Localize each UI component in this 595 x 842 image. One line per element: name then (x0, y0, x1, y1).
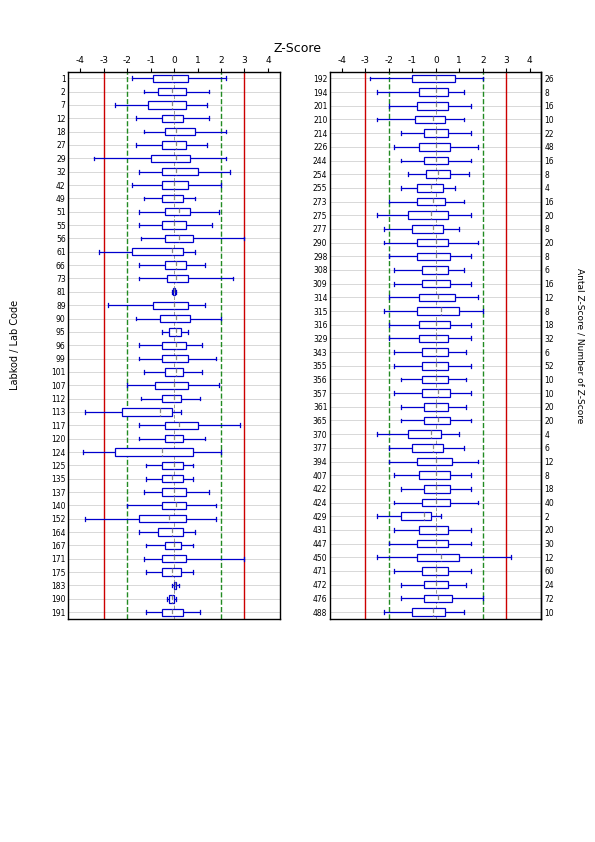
Bar (165, 435, 183, 442)
Bar (123, 408, 172, 416)
Bar (162, 221, 186, 229)
Bar (153, 75, 188, 82)
Bar (419, 472, 450, 479)
Bar (162, 141, 186, 149)
Bar (415, 115, 445, 123)
Bar (162, 395, 181, 402)
Bar (153, 301, 188, 309)
Bar (422, 349, 447, 356)
Bar (412, 608, 445, 616)
Bar (419, 321, 450, 328)
Bar (162, 502, 186, 509)
Bar (422, 498, 450, 506)
Bar (162, 115, 183, 122)
Bar (417, 239, 447, 247)
Bar (424, 485, 450, 493)
Bar (131, 248, 183, 255)
Bar (158, 529, 183, 536)
Bar (115, 448, 193, 456)
Bar (165, 368, 183, 376)
Bar (419, 88, 447, 96)
Bar (162, 354, 188, 362)
Bar (162, 195, 183, 202)
Text: Antal Z-Score / Number of Z-Score: Antal Z-Score / Number of Z-Score (575, 268, 585, 423)
Bar (422, 568, 447, 575)
Text: Z-Score: Z-Score (274, 42, 321, 55)
Bar (412, 75, 455, 83)
Bar (400, 513, 431, 520)
Bar (417, 198, 445, 205)
Bar (417, 253, 450, 260)
Bar (424, 594, 452, 602)
Bar (170, 595, 174, 603)
Bar (417, 184, 443, 192)
Bar (419, 334, 447, 342)
Bar (422, 389, 450, 397)
Bar (162, 488, 186, 496)
Bar (422, 362, 447, 370)
Bar (165, 262, 186, 269)
Bar (424, 130, 447, 137)
Bar (424, 157, 447, 164)
Bar (412, 444, 443, 451)
Bar (422, 376, 447, 383)
Bar (162, 475, 183, 482)
Bar (424, 403, 447, 411)
Bar (162, 568, 181, 576)
Bar (165, 422, 198, 429)
Text: Labkod / Lab Code: Labkod / Lab Code (10, 300, 20, 391)
Bar (162, 181, 188, 189)
Bar (158, 88, 186, 95)
Bar (422, 280, 450, 287)
Bar (419, 294, 455, 301)
Bar (170, 328, 181, 336)
Bar (162, 609, 183, 616)
Bar (412, 225, 443, 232)
Bar (424, 581, 447, 589)
Bar (173, 288, 175, 296)
Bar (148, 101, 186, 109)
Bar (165, 235, 193, 242)
Bar (417, 540, 447, 547)
Bar (151, 155, 190, 162)
Bar (162, 168, 198, 175)
Bar (417, 102, 447, 109)
Bar (165, 128, 195, 136)
Bar (424, 417, 450, 424)
Bar (174, 582, 176, 589)
Bar (417, 553, 459, 561)
Bar (162, 461, 183, 469)
Bar (155, 381, 188, 389)
Bar (417, 307, 459, 315)
Bar (160, 315, 190, 322)
Bar (408, 211, 447, 219)
Bar (165, 208, 190, 216)
Bar (162, 342, 186, 349)
Bar (422, 266, 447, 274)
Bar (419, 526, 447, 534)
Bar (167, 274, 188, 282)
Bar (162, 555, 186, 562)
Bar (419, 143, 450, 151)
Bar (408, 430, 440, 438)
Bar (427, 170, 450, 178)
Bar (139, 515, 186, 522)
Bar (165, 541, 181, 549)
Bar (417, 458, 452, 466)
